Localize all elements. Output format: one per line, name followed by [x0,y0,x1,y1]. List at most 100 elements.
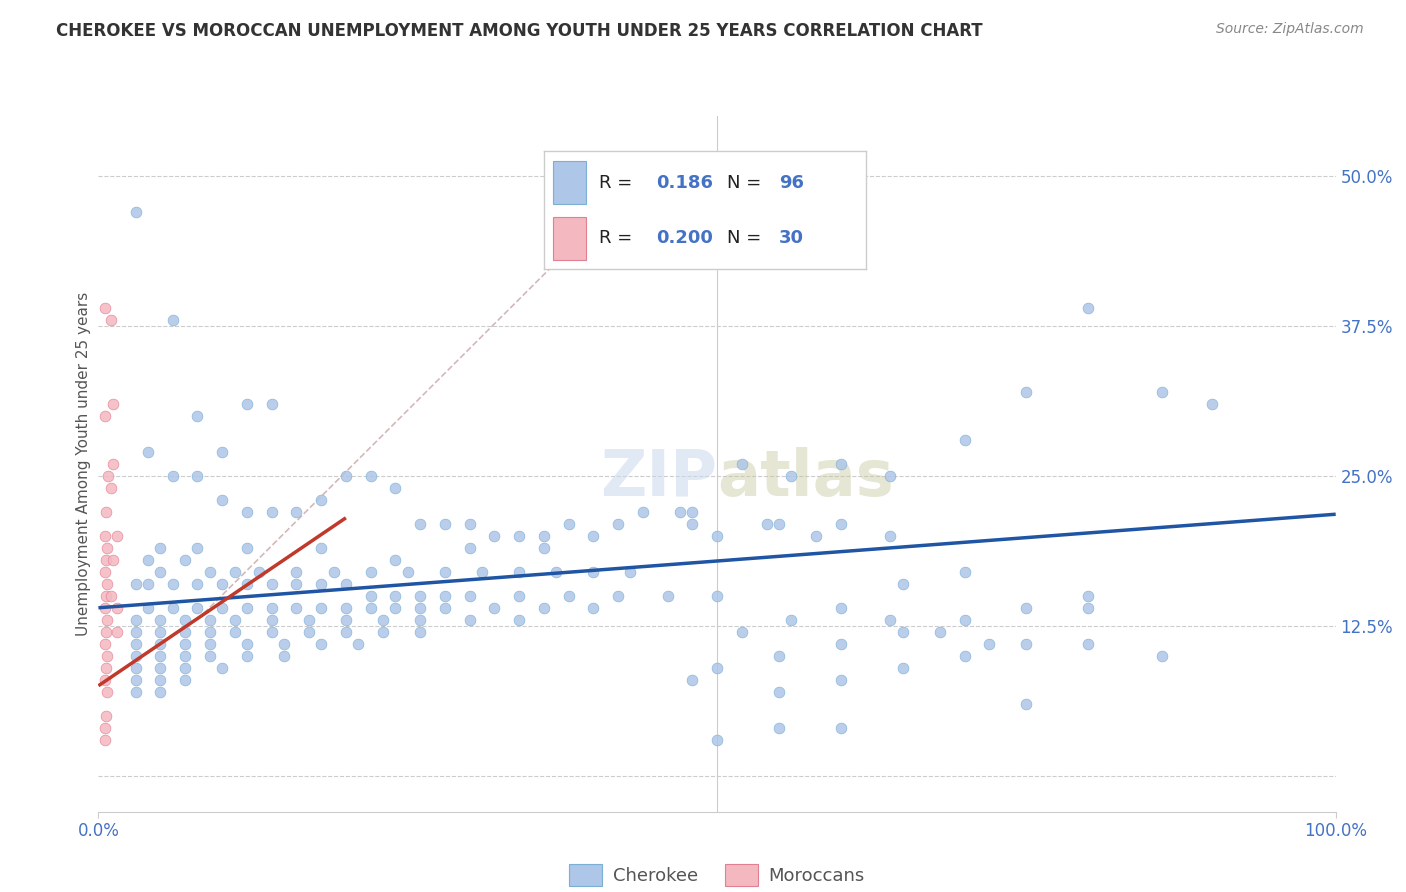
Point [174,637,197,651]
Point [105,624,128,639]
Point [891,624,914,639]
Point [273,637,295,651]
Point [360,589,382,603]
Point [93,301,115,315]
Point [322,565,344,579]
Point [1077,600,1099,615]
Point [891,661,914,675]
Point [94,624,117,639]
Point [198,637,221,651]
Point [174,661,197,675]
Point [879,529,901,543]
Point [309,600,332,615]
Point [149,624,172,639]
Point [830,600,852,615]
Point [96,576,118,591]
Point [136,553,159,567]
Point [186,576,208,591]
Text: R =: R = [599,174,637,192]
Point [371,613,394,627]
Point [582,565,605,579]
Text: CHEROKEE VS MOROCCAN UNEMPLOYMENT AMONG YOUTH UNDER 25 YEARS CORRELATION CHART: CHEROKEE VS MOROCCAN UNEMPLOYMENT AMONG … [56,22,983,40]
Point [484,600,506,615]
Point [508,613,530,627]
Point [149,673,172,687]
Point [298,624,321,639]
Point [409,516,432,531]
Point [619,565,641,579]
Point [96,685,118,699]
Point [100,313,122,327]
Point [879,468,901,483]
Point [124,576,146,591]
Point [396,565,419,579]
Point [124,613,146,627]
Point [484,529,506,543]
Point [830,457,852,471]
Point [96,613,118,627]
Point [508,565,530,579]
Point [631,505,654,519]
Point [706,529,728,543]
Point [124,673,146,687]
Point [1077,637,1099,651]
Point [953,613,976,627]
Point [224,613,246,627]
Point [186,541,208,555]
Point [224,565,246,579]
Point [211,661,233,675]
Point [96,541,118,555]
Point [103,553,125,567]
Point [335,600,357,615]
Text: 0.200: 0.200 [657,229,713,247]
Point [731,457,754,471]
Point [557,589,579,603]
Point [1077,301,1099,315]
Point [953,433,976,447]
Point [433,565,456,579]
Point [1015,600,1038,615]
Text: 30: 30 [779,229,804,247]
Point [309,576,332,591]
Point [731,624,754,639]
Point [94,661,117,675]
Point [768,721,790,735]
Point [105,529,128,543]
Point [186,409,208,423]
Point [458,613,481,627]
Point [335,576,357,591]
Point [236,541,259,555]
Point [260,613,283,627]
Point [768,648,790,663]
Point [409,589,432,603]
Point [174,613,197,627]
Point [780,468,803,483]
Point [681,505,703,519]
Point [582,529,605,543]
Point [198,613,221,627]
Point [174,673,197,687]
Point [1152,648,1174,663]
Point [285,576,308,591]
Text: ZIP: ZIP [600,447,717,508]
Point [533,529,555,543]
Point [669,505,692,519]
Point [285,505,308,519]
Point [433,516,456,531]
Point [458,589,481,603]
Point [384,600,406,615]
Point [458,516,481,531]
Point [100,481,122,495]
Point [458,541,481,555]
Point [309,637,332,651]
Point [136,445,159,459]
Point [768,516,790,531]
Point [953,648,976,663]
Point [804,529,827,543]
Point [335,624,357,639]
Text: 0.186: 0.186 [657,174,713,192]
Point [360,468,382,483]
Point [136,576,159,591]
Point [136,600,159,615]
FancyBboxPatch shape [554,217,586,260]
